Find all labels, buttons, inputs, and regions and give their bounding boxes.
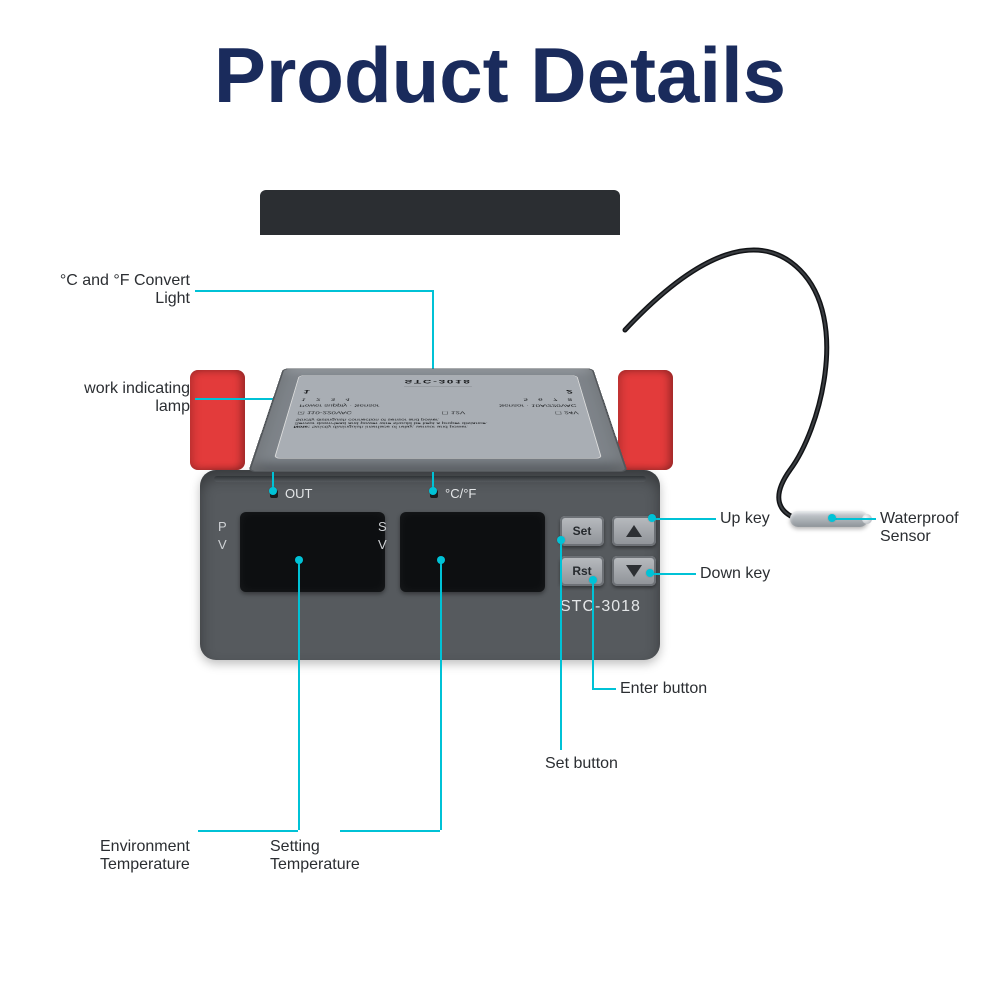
leader-setbtn-v — [560, 540, 562, 750]
dot-settemp — [437, 556, 445, 564]
leader-settemp-v — [440, 560, 442, 830]
device-body: OUT °C/°F PV SV Set Rst STC-3018 — [200, 470, 660, 660]
leader-enter-h — [592, 688, 616, 690]
leader-sensor-h — [832, 518, 876, 520]
led-cf-label: °C/°F — [445, 486, 476, 501]
page-title: Product Details — [0, 30, 1000, 121]
plate-terminal-row: 1 2 3 4 5 6 7 8 — [301, 397, 575, 401]
plate-caption-row: Power supply · Sensor Sensor · 10A/220VA… — [299, 404, 577, 408]
reset-button[interactable]: Rst — [560, 556, 604, 586]
leader-up-h — [652, 518, 716, 520]
callout-sensor: Waterproof Sensor — [880, 510, 1000, 546]
dot-convert — [429, 487, 437, 495]
leader-env-h — [198, 830, 298, 832]
led-out-label: OUT — [285, 486, 312, 501]
plate-voltage-row: ☑ 110-220VAC ☐ 12V ☐ 24V — [297, 410, 579, 415]
callout-set-button: Set button — [545, 755, 618, 773]
callout-set-temp: Setting Temperature — [270, 838, 360, 875]
device-lid — [260, 190, 620, 235]
leader-convert-h — [195, 290, 433, 292]
dot-lamp — [269, 487, 277, 495]
plate-note: Note: Strictly distinguish interface of … — [293, 417, 582, 428]
plate-section-row: 1 2 — [303, 389, 574, 395]
leader-down-h — [650, 573, 696, 575]
plate-model: STC-3018 — [404, 379, 472, 387]
callout-down-key: Down key — [700, 565, 770, 583]
screen-pv — [240, 512, 385, 592]
dot-down — [646, 569, 654, 577]
sv-letters: SV — [378, 518, 387, 554]
spec-plate-label: Note: Strictly distinguish interface of … — [274, 375, 602, 458]
leader-enter-v — [592, 580, 594, 688]
mount-clip-left — [190, 370, 245, 470]
leader-env-v — [298, 560, 300, 830]
spec-plate: Note: Strictly distinguish interface of … — [248, 368, 628, 472]
callout-env-temp: Environment Temperature — [100, 838, 190, 875]
dot-setbtn — [557, 536, 565, 544]
leader-settemp-h — [340, 830, 440, 832]
callout-enter-button: Enter button — [620, 680, 707, 698]
set-button[interactable]: Set — [560, 516, 604, 546]
dot-enter — [589, 576, 597, 584]
dot-up — [648, 514, 656, 522]
dot-sensor — [828, 514, 836, 522]
dot-env — [295, 556, 303, 564]
callout-up-key: Up key — [720, 510, 770, 528]
callout-work-lamp: work indicating lamp — [60, 380, 190, 417]
device-model-label: STC-3018 — [560, 598, 641, 616]
screen-sv — [400, 512, 545, 592]
mount-clip-right — [618, 370, 673, 470]
callout-convert-light: °C and °F Convert Light — [40, 272, 190, 309]
pv-letters: PV — [218, 518, 227, 554]
leader-lamp-h — [195, 398, 273, 400]
